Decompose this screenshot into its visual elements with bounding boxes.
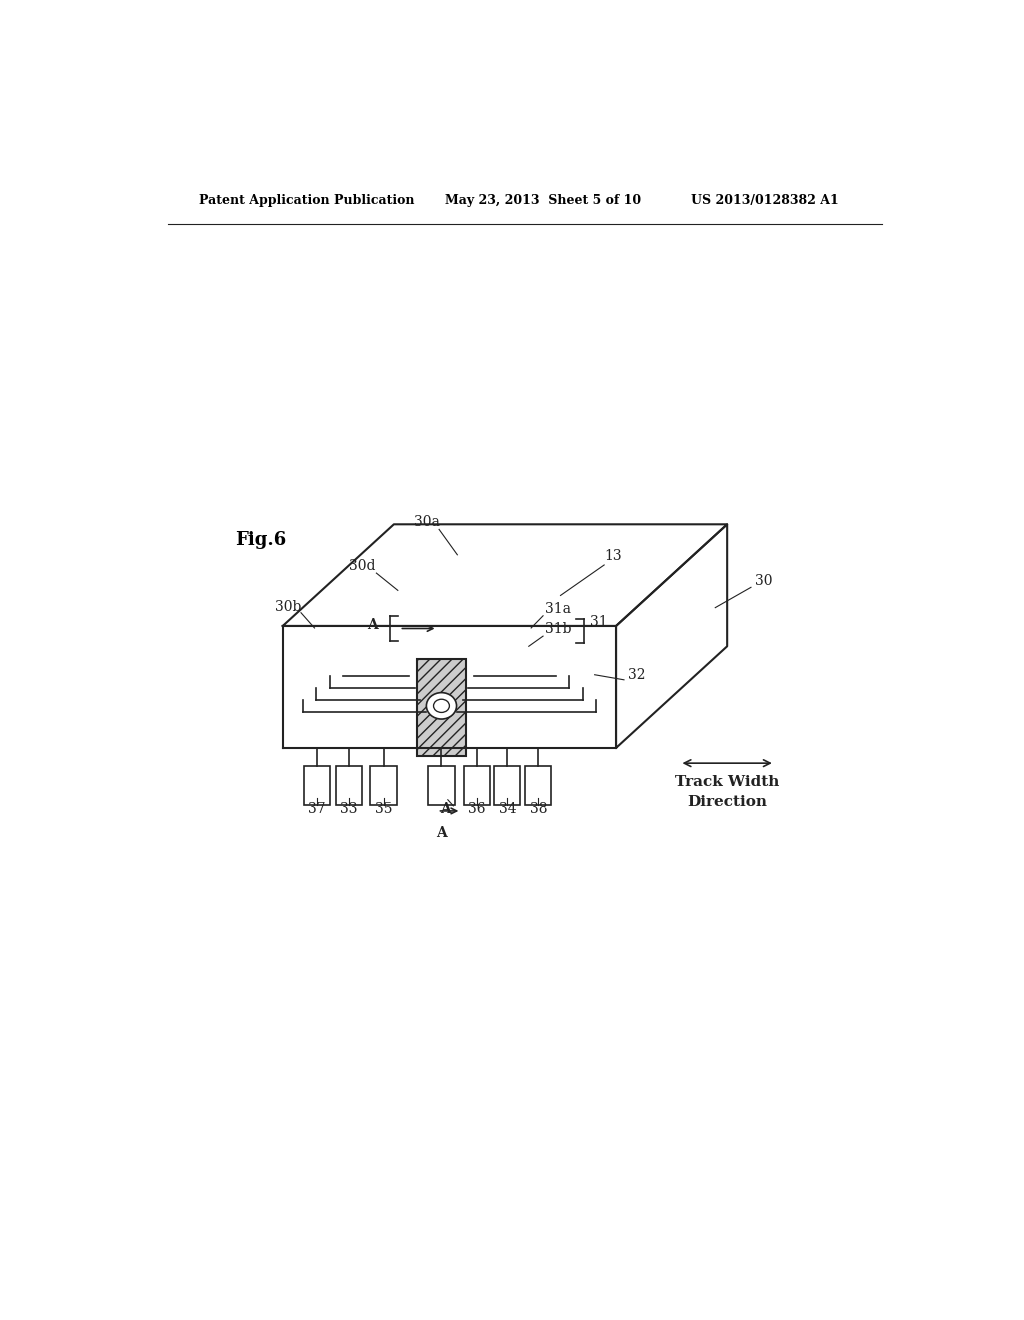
Text: US 2013/0128382 A1: US 2013/0128382 A1 [691, 194, 840, 207]
Ellipse shape [433, 700, 450, 713]
Text: 31a: 31a [545, 602, 570, 615]
Bar [495, 766, 520, 805]
Text: Fig.6: Fig.6 [236, 531, 287, 549]
Text: A: A [436, 826, 446, 841]
Text: 13: 13 [604, 549, 622, 562]
Text: 30d: 30d [348, 560, 375, 573]
Text: A: A [367, 619, 378, 632]
Text: 38: 38 [529, 803, 547, 816]
Text: 33: 33 [340, 803, 357, 816]
Text: 36: 36 [468, 803, 486, 816]
Text: 30: 30 [755, 574, 772, 589]
Text: May 23, 2013  Sheet 5 of 10: May 23, 2013 Sheet 5 of 10 [445, 194, 642, 207]
Text: 35: 35 [375, 803, 392, 816]
Bar [371, 766, 396, 805]
Bar [304, 766, 330, 805]
Text: Patent Application Publication: Patent Application Publication [200, 194, 415, 207]
Bar [428, 766, 455, 805]
Text: 31b: 31b [545, 622, 571, 636]
Text: 31: 31 [590, 615, 607, 628]
Text: Direction: Direction [687, 795, 767, 809]
Text: 32: 32 [628, 668, 645, 682]
Text: 30a: 30a [414, 515, 439, 529]
Ellipse shape [426, 693, 457, 719]
Bar [336, 766, 361, 805]
Bar [525, 766, 551, 805]
Text: Track Width: Track Width [675, 775, 779, 788]
Bar [464, 766, 490, 805]
Text: 30b: 30b [274, 599, 301, 614]
Bar [417, 660, 466, 756]
Text: 37: 37 [308, 803, 326, 816]
Text: A: A [440, 803, 451, 816]
Text: 34: 34 [499, 803, 516, 816]
